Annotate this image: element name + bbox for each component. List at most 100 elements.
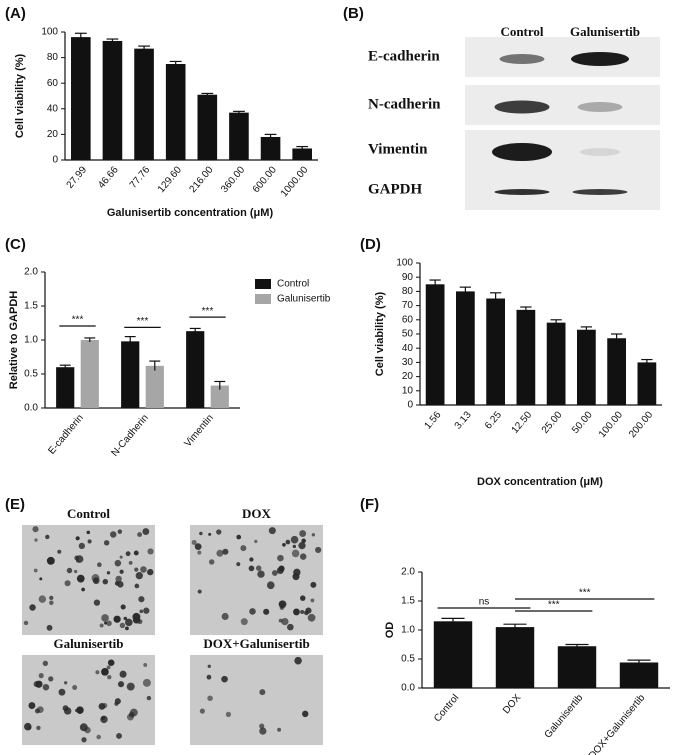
cell — [125, 626, 129, 631]
y-tick-label: 30 — [402, 357, 414, 368]
cell — [101, 614, 109, 622]
cell — [66, 567, 73, 574]
cell — [123, 616, 128, 621]
y-tick-label: 1.0 — [24, 335, 38, 346]
cell — [73, 569, 78, 574]
bar — [229, 112, 249, 160]
significance-label: *** — [579, 588, 591, 599]
cell — [147, 568, 154, 576]
significance-label: *** — [137, 316, 149, 327]
panel-label: (B) — [343, 5, 364, 22]
cell — [87, 539, 92, 544]
cell — [248, 565, 255, 572]
cell — [138, 596, 145, 603]
cell — [294, 656, 302, 665]
cell — [95, 670, 100, 675]
cell — [63, 707, 72, 715]
y-tick-label: 50 — [402, 329, 414, 340]
cell — [259, 689, 266, 696]
cell — [143, 607, 150, 614]
bar — [495, 627, 535, 688]
cell — [57, 549, 62, 554]
cell — [236, 534, 242, 540]
legend-swatch — [255, 294, 271, 304]
cell — [49, 600, 54, 605]
cell — [311, 533, 316, 537]
bar — [607, 338, 627, 405]
bar — [134, 48, 154, 160]
cell — [282, 542, 286, 547]
cell — [107, 659, 115, 666]
cell — [249, 557, 254, 562]
cell — [76, 559, 80, 563]
bar — [56, 367, 75, 408]
y-tick-label: 2.0 — [24, 267, 38, 278]
significance-label: ns — [479, 597, 490, 608]
y-tick-label: 0.5 — [24, 369, 38, 380]
cell — [290, 535, 299, 544]
cell — [36, 725, 41, 731]
cell — [106, 665, 111, 670]
panel-label: (D) — [360, 236, 381, 253]
bar — [637, 362, 657, 405]
y-axis-label: Cell viability (%) — [14, 53, 26, 138]
x-axis-label: DOX concentration (μM) — [477, 476, 603, 488]
cell — [259, 723, 265, 729]
cell — [58, 688, 66, 696]
blot-band — [577, 102, 623, 112]
cell — [126, 682, 135, 691]
y-tick-label: 10 — [402, 385, 414, 396]
significance-label: *** — [72, 315, 84, 326]
y-tick-label: 80 — [402, 286, 414, 297]
cell — [117, 529, 123, 534]
panel-label: (A) — [5, 5, 26, 22]
bar — [619, 662, 659, 688]
cell — [285, 539, 291, 545]
cell — [302, 710, 309, 718]
bar — [486, 298, 506, 405]
cell — [110, 531, 117, 538]
cell — [33, 568, 38, 573]
cell — [36, 706, 44, 713]
cell — [240, 618, 248, 626]
cell — [81, 737, 87, 743]
cell — [34, 538, 38, 542]
bar — [516, 309, 536, 405]
bar — [433, 621, 473, 688]
cell — [101, 716, 106, 721]
blot-strip — [465, 37, 660, 77]
cell — [216, 549, 224, 557]
cell — [23, 620, 29, 626]
cell — [292, 544, 297, 549]
panel-label: (E) — [5, 496, 25, 513]
blot-row-label: Vimentin — [368, 141, 428, 157]
micrograph-label: Control — [67, 506, 110, 521]
cell — [93, 599, 101, 606]
cell — [76, 574, 85, 583]
cell — [199, 708, 205, 714]
y-tick-label: 0.0 — [24, 403, 38, 414]
cell — [128, 561, 133, 565]
cell — [281, 617, 289, 626]
y-tick-label: 1.0 — [401, 625, 415, 636]
cell — [300, 595, 306, 601]
blot-row-label: GAPDH — [368, 181, 422, 197]
cell — [72, 684, 78, 690]
y-tick-label: 0 — [407, 400, 413, 411]
cell — [206, 674, 212, 680]
cell — [307, 613, 316, 622]
cell — [42, 683, 50, 691]
y-tick-label: 80 — [47, 52, 59, 63]
y-tick-label: 90 — [402, 272, 414, 283]
cell — [221, 612, 229, 621]
cell — [279, 605, 285, 610]
legend-label: Control — [277, 279, 309, 290]
cell — [310, 581, 317, 588]
cell — [197, 550, 202, 555]
cell — [315, 546, 322, 554]
cell — [240, 545, 247, 552]
cell — [257, 570, 265, 578]
cell — [208, 559, 215, 565]
bar — [260, 136, 281, 160]
